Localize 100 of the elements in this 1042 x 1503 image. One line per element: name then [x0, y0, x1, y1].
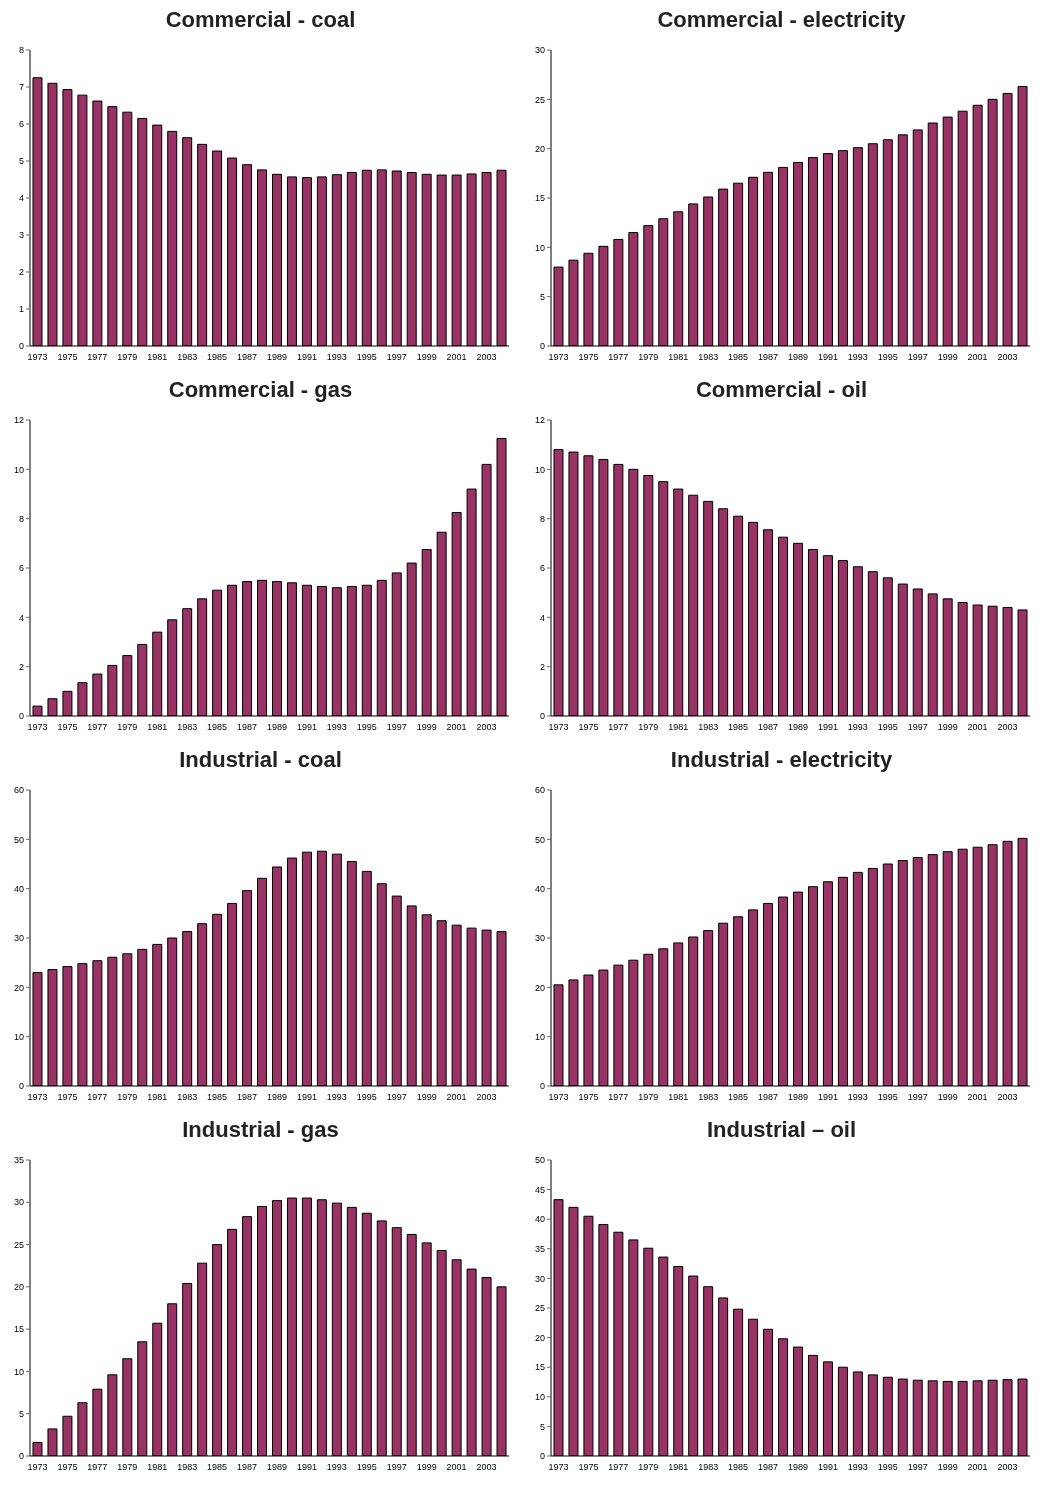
x-tick-label: 2003 — [997, 1462, 1018, 1473]
x-tick-label: 1989 — [787, 1092, 808, 1103]
x-tick-label: 1997 — [386, 1092, 407, 1103]
x-tick-label: 1977 — [87, 352, 108, 363]
y-tick-label: 50 — [534, 1155, 545, 1166]
y-tick-label: 40 — [534, 1214, 545, 1225]
x-tick-label: 2001 — [446, 1462, 467, 1473]
y-tick-label: 10 — [534, 1031, 545, 1042]
y-tick-label: 0 — [539, 341, 545, 352]
chart-title: Commercial - coal — [164, 6, 357, 34]
y-tick-label: 15 — [534, 1362, 545, 1373]
y-tick-label: 1 — [18, 304, 24, 315]
y-tick-label: 0 — [18, 1451, 24, 1462]
x-tick-label: 1977 — [608, 722, 629, 733]
x-tick-label: 1989 — [787, 1462, 808, 1473]
x-tick-label: 1991 — [817, 722, 838, 733]
x-tick-label: 1993 — [847, 722, 868, 733]
y-tick-label: 12 — [13, 415, 24, 426]
y-tick-label: 6 — [539, 563, 545, 574]
y-tick-label: 8 — [18, 45, 24, 56]
x-tick-label: 1987 — [237, 1092, 258, 1103]
x-tick-label: 2003 — [997, 722, 1018, 733]
x-tick-label: 1983 — [698, 352, 719, 363]
x-tick-label: 1997 — [907, 1092, 928, 1103]
x-tick-label: 1999 — [937, 1092, 958, 1103]
x-tick-label: 1999 — [416, 1092, 437, 1103]
x-tick-label: 1993 — [847, 1092, 868, 1103]
x-tick-label: 1973 — [548, 1092, 569, 1103]
y-tick-label: 10 — [13, 1366, 24, 1377]
x-tick-label: 1991 — [817, 352, 838, 363]
y-tick-label: 10 — [534, 1391, 545, 1402]
y-tick-label: 4 — [18, 612, 24, 623]
x-tick-label: 2003 — [476, 1092, 497, 1103]
x-tick-label: 1973 — [27, 352, 48, 363]
x-tick-label: 1985 — [728, 352, 749, 363]
x-tick-label: 1999 — [416, 1462, 437, 1473]
x-tick-label: 1997 — [907, 352, 928, 363]
x-tick-label: 1987 — [758, 1092, 779, 1103]
x-tick-label: 1979 — [638, 1462, 659, 1473]
y-tick-label: 10 — [534, 464, 545, 475]
x-tick-label: 1991 — [817, 1462, 838, 1473]
x-tick-label: 1989 — [266, 1092, 287, 1103]
y-tick-label: 25 — [534, 1303, 545, 1314]
x-tick-label: 1977 — [608, 1092, 629, 1103]
y-tick-label: 20 — [13, 982, 24, 993]
x-tick-label: 1981 — [147, 352, 168, 363]
x-tick-label: 1981 — [668, 722, 689, 733]
y-tick-label: 30 — [13, 933, 24, 944]
x-tick-label: 1975 — [578, 1092, 599, 1103]
x-tick-label: 1993 — [326, 722, 347, 733]
y-tick-label: 20 — [13, 1282, 24, 1293]
x-tick-label: 1979 — [638, 722, 659, 733]
x-tick-label: 1979 — [117, 1462, 138, 1473]
y-tick-label: 10 — [534, 242, 545, 253]
y-tick-label: 30 — [13, 1197, 24, 1208]
x-tick-label: 1973 — [27, 722, 48, 733]
x-tick-label: 1987 — [237, 1462, 258, 1473]
y-tick-label: 25 — [534, 94, 545, 105]
y-tick-label: 8 — [539, 513, 545, 524]
x-tick-label: 1989 — [266, 722, 287, 733]
y-tick-label: 8 — [18, 513, 24, 524]
y-tick-label: 4 — [18, 193, 24, 204]
y-tick-label: 15 — [534, 193, 545, 204]
y-tick-label: 20 — [534, 143, 545, 154]
y-tick-label: 60 — [534, 785, 545, 796]
y-tick-label: 20 — [534, 1332, 545, 1343]
x-tick-label: 2001 — [967, 722, 988, 733]
x-tick-label: 1985 — [207, 352, 228, 363]
y-tick-label: 3 — [18, 230, 24, 241]
x-tick-label: 1977 — [87, 1462, 108, 1473]
chart-title: Commercial - oil — [694, 376, 869, 404]
y-tick-label: 15 — [13, 1324, 24, 1335]
x-tick-label: 1995 — [356, 722, 377, 733]
x-tick-label: 1983 — [177, 1092, 198, 1103]
y-tick-label: 50 — [13, 834, 24, 845]
x-tick-label: 1993 — [847, 1462, 868, 1473]
x-tick-label: 1999 — [937, 722, 958, 733]
y-tick-label: 10 — [13, 1031, 24, 1042]
y-tick-label: 12 — [534, 415, 545, 426]
x-tick-label: 1995 — [877, 1462, 898, 1473]
y-tick-label: 40 — [13, 883, 24, 894]
x-tick-label: 1997 — [907, 1462, 928, 1473]
x-tick-label: 1981 — [668, 352, 689, 363]
y-tick-label: 20 — [534, 982, 545, 993]
y-tick-label: 40 — [534, 883, 545, 894]
x-tick-label: 1973 — [548, 722, 569, 733]
x-tick-label: 1991 — [296, 1092, 317, 1103]
x-tick-label: 1985 — [728, 1092, 749, 1103]
x-tick-label: 1977 — [87, 722, 108, 733]
x-tick-label: 1973 — [27, 1462, 48, 1473]
x-tick-label: 1999 — [416, 352, 437, 363]
chart-title: Commercial - gas — [167, 376, 354, 404]
x-tick-label: 1989 — [787, 352, 808, 363]
x-tick-label: 1975 — [57, 352, 78, 363]
x-tick-label: 1977 — [87, 1092, 108, 1103]
x-tick-label: 1985 — [207, 1092, 228, 1103]
y-tick-label: 30 — [534, 933, 545, 944]
x-tick-label: 1997 — [386, 722, 407, 733]
x-tick-label: 1979 — [117, 352, 138, 363]
x-tick-label: 1981 — [668, 1462, 689, 1473]
